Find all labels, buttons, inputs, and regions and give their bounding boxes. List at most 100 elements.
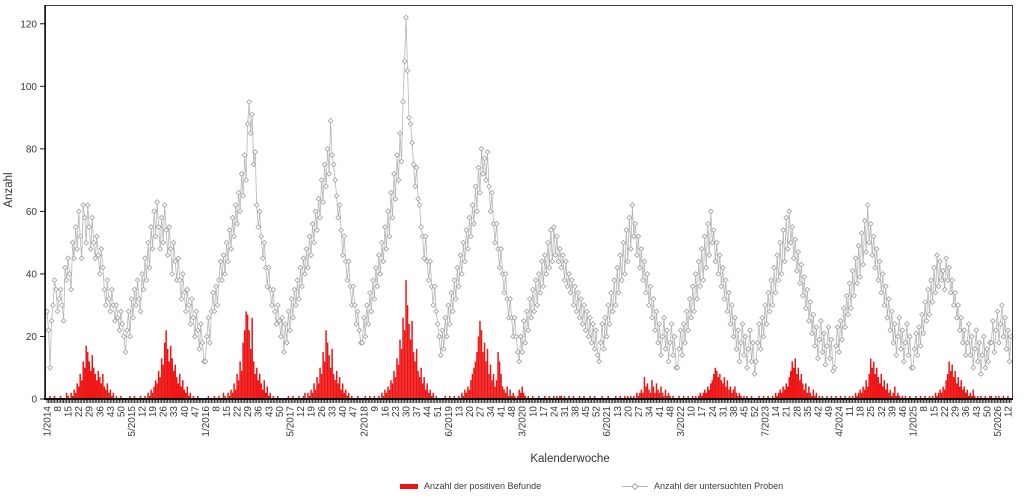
- y-axis-title: Anzahl: [3, 172, 15, 208]
- x-tick-label: 51: [433, 406, 444, 418]
- series-positive-befunde-bars: [49, 280, 1009, 399]
- x-tick-label: 17: [697, 406, 708, 418]
- x-tick-label: 21: [782, 406, 793, 418]
- x-tick-label: 8: [919, 406, 930, 412]
- legend-swatch-bar-icon: [400, 483, 418, 489]
- x-tick-label: 5/2015: [127, 406, 138, 437]
- x-tick-label: 18: [856, 406, 867, 418]
- x-tick-label: 6/2019: [444, 406, 455, 437]
- x-tick-label: 11: [845, 406, 856, 417]
- plot-frame: [44, 5, 1013, 400]
- x-tick-label: 15: [64, 406, 75, 418]
- x-tick-label: 16: [380, 406, 391, 418]
- x-tick-label: 23: [391, 406, 402, 418]
- x-tick-label: 43: [106, 406, 117, 418]
- x-tick-label: 14: [771, 406, 782, 418]
- legend-swatch-line-icon: [622, 482, 648, 490]
- x-tick-label: 12: [138, 406, 149, 418]
- x-tick-label: 47: [190, 406, 201, 418]
- legend-item-positive: Anzahl der positiven Befunde: [400, 481, 541, 491]
- x-tick-label: 45: [739, 406, 750, 418]
- x-tick-label: 43: [972, 406, 983, 418]
- legend: Anzahl der positiven Befunde Anzahl der …: [0, 479, 1024, 497]
- x-tick-label: 28: [792, 406, 803, 418]
- x-tick-label: 2/2018: [359, 406, 370, 437]
- x-tick-label: 10: [528, 406, 539, 418]
- x-tick-label: 26: [159, 406, 170, 418]
- x-tick-label: 50: [116, 406, 127, 418]
- x-tick-label: 6/2021: [602, 406, 613, 437]
- x-tick-label: 36: [95, 406, 106, 418]
- x-tick-label: 31: [560, 406, 571, 418]
- x-tick-label: 9: [370, 406, 381, 412]
- y-tick-label: 80: [26, 144, 38, 155]
- x-tick-label: 22: [74, 406, 85, 418]
- x-tick-label: 15: [930, 406, 941, 418]
- x-tick-label: 40: [180, 406, 191, 418]
- x-tick-label: 25: [866, 406, 877, 418]
- x-tick-label: 35: [803, 406, 814, 418]
- x-tick-label: 38: [729, 406, 740, 418]
- x-tick-label: 31: [718, 406, 729, 418]
- y-tick-label: 120: [20, 19, 37, 30]
- x-tick-label: 1/2025: [908, 406, 919, 437]
- x-tick-label: 39: [887, 406, 898, 418]
- legend-item-proben: Anzahl der untersuchten Proben: [622, 481, 783, 491]
- x-tick-label: 50: [275, 406, 286, 418]
- y-tick-label: 0: [31, 395, 37, 406]
- x-tick-label: 12: [296, 406, 307, 418]
- y-tick-label: 40: [26, 269, 38, 280]
- x-tick-label: 42: [813, 406, 824, 418]
- x-tick-label: 5/2026: [993, 406, 1004, 437]
- x-tick-label: 3/2020: [518, 406, 529, 437]
- x-tick-label: 24: [708, 406, 719, 418]
- x-tick-label: 50: [982, 406, 993, 418]
- x-tick-label: 45: [581, 406, 592, 418]
- x-tick-label: 49: [824, 406, 835, 418]
- x-tick-label: 27: [634, 406, 645, 418]
- x-tick-label: 52: [592, 406, 603, 418]
- x-tick-label: 29: [85, 406, 96, 418]
- x-tick-label: 41: [497, 406, 508, 418]
- x-tick-label: 52: [750, 406, 761, 418]
- x-tick-label: 13: [454, 406, 465, 418]
- x-tick-label: 24: [549, 406, 560, 418]
- x-tick-label: 46: [898, 406, 909, 418]
- x-tick-label: 38: [571, 406, 582, 418]
- x-tick-label: 48: [666, 406, 677, 418]
- x-tick-label: 4/2024: [835, 406, 846, 437]
- x-tick-label: 1/2014: [43, 406, 54, 437]
- x-tick-label: 19: [148, 406, 159, 418]
- x-tick-label: 1/2016: [201, 406, 212, 437]
- x-tick-label: 8: [53, 406, 64, 412]
- y-tick-label: 20: [26, 332, 38, 343]
- x-tick-label: 22: [940, 406, 951, 418]
- x-tick-label: 15: [222, 406, 233, 418]
- x-tick-label: 47: [349, 406, 360, 418]
- x-tick-label: 13: [613, 406, 624, 418]
- x-tick-label: 12: [1003, 406, 1014, 418]
- x-tick-label: 30: [402, 406, 413, 418]
- x-tick-label: 32: [877, 406, 888, 418]
- x-tick-label: 36: [961, 406, 972, 418]
- series-untersuchte-proben-line: [46, 17, 1012, 375]
- x-tick-label: 41: [655, 406, 666, 418]
- x-tick-label: 20: [623, 406, 634, 418]
- x-tick-label: 8: [211, 406, 222, 412]
- x-tick-label: 5/2017: [285, 406, 296, 437]
- x-tick-label: 19: [307, 406, 318, 418]
- x-tick-label: 33: [328, 406, 339, 418]
- x-tick-label: 34: [644, 406, 655, 418]
- legend-label-proben: Anzahl der untersuchten Proben: [654, 481, 784, 491]
- x-tick-label: 22: [233, 406, 244, 418]
- x-tick-label: 27: [475, 406, 486, 418]
- x-tick-label: 7/2023: [761, 406, 772, 437]
- x-tick-label: 44: [423, 406, 434, 418]
- x-tick-label: 40: [338, 406, 349, 418]
- x-tick-label: 29: [243, 406, 254, 418]
- y-tick-label: 60: [26, 207, 38, 218]
- x-tick-label: 43: [264, 406, 275, 418]
- x-tick-label: 48: [507, 406, 518, 418]
- legend-label-positive: Anzahl der positiven Befunde: [424, 481, 542, 491]
